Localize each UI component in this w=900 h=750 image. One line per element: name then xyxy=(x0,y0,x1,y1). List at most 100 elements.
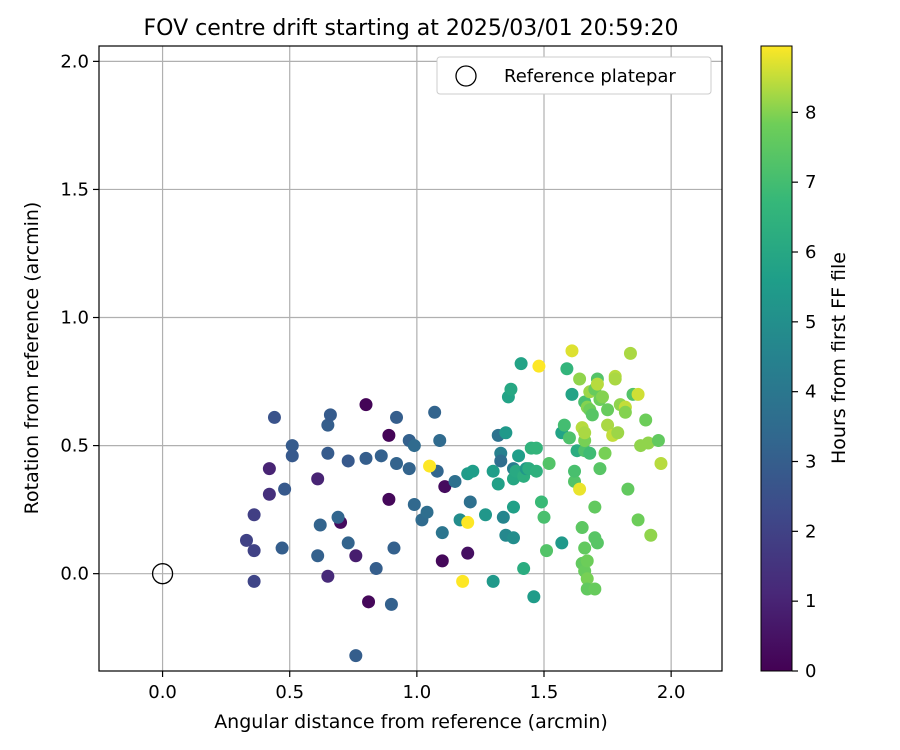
data-point xyxy=(504,382,518,396)
data-point xyxy=(565,387,579,401)
data-point xyxy=(639,413,653,427)
data-point xyxy=(463,495,477,509)
legend-label: Reference platepar xyxy=(504,66,676,87)
data-point xyxy=(285,449,299,463)
data-point xyxy=(321,569,335,583)
data-point xyxy=(491,477,505,491)
data-point xyxy=(349,649,363,663)
data-point xyxy=(479,508,493,522)
data-point xyxy=(311,472,325,486)
data-point xyxy=(402,462,416,476)
colorbar-tick-label: 4 xyxy=(805,382,816,403)
x-axis-label: Angular distance from reference (arcmin) xyxy=(214,711,608,733)
data-point xyxy=(555,536,569,550)
y-tick-label: 1.5 xyxy=(60,179,89,200)
data-point xyxy=(527,590,541,604)
data-point xyxy=(654,457,668,471)
data-point xyxy=(557,418,571,432)
data-point xyxy=(285,439,299,453)
data-point xyxy=(331,510,345,524)
data-point xyxy=(341,536,355,550)
data-point xyxy=(349,549,363,563)
data-point xyxy=(532,359,546,373)
data-point xyxy=(514,357,528,371)
data-point xyxy=(247,508,261,522)
data-point xyxy=(573,482,587,496)
colorbar-tick-label: 1 xyxy=(805,591,816,612)
reference-marker xyxy=(151,563,174,585)
data-point xyxy=(262,487,276,501)
data-point xyxy=(529,464,543,478)
data-point xyxy=(407,498,421,512)
data-point xyxy=(618,405,632,419)
y-tick-label: 0.5 xyxy=(60,436,89,457)
axis-ticks: 0.0 0.5 1.0 1.5 2.0 0.0 0.5 1.0 1.5 2.0 xyxy=(60,51,685,703)
data-point xyxy=(448,474,462,488)
data-point xyxy=(278,482,292,496)
data-point xyxy=(568,464,582,478)
data-point xyxy=(486,574,500,588)
data-point xyxy=(575,521,589,535)
data-point xyxy=(262,462,276,476)
colorbar-label: Hours from first FF file xyxy=(828,252,850,464)
data-point xyxy=(542,457,556,471)
data-point xyxy=(506,500,520,514)
data-point xyxy=(641,436,655,450)
data-point xyxy=(512,449,526,463)
data-point xyxy=(631,387,645,401)
colorbar-tick-label: 2 xyxy=(805,521,816,542)
data-points xyxy=(239,344,668,663)
data-point xyxy=(461,546,475,560)
colorbar-ticks: 0 1 2 3 4 5 6 7 8 xyxy=(792,102,816,682)
data-point xyxy=(267,410,281,424)
x-tick-label: 0.0 xyxy=(148,682,177,703)
data-point xyxy=(651,433,665,447)
data-point xyxy=(506,531,520,545)
data-point xyxy=(590,536,604,550)
data-point xyxy=(323,408,337,422)
data-point xyxy=(588,500,602,514)
data-point xyxy=(623,346,637,360)
data-point xyxy=(321,446,335,460)
data-point xyxy=(517,562,531,576)
colorbar-tick-label: 5 xyxy=(805,312,816,333)
data-point xyxy=(390,457,404,471)
data-point xyxy=(590,377,604,391)
data-point xyxy=(438,480,452,494)
data-point xyxy=(239,533,253,547)
data-point xyxy=(585,408,599,422)
data-point xyxy=(608,372,622,386)
data-point xyxy=(621,482,635,496)
data-point xyxy=(486,464,500,478)
colorbar-tick-label: 7 xyxy=(805,172,816,193)
data-point xyxy=(420,505,434,519)
x-tick-label: 1.0 xyxy=(403,682,432,703)
data-point xyxy=(565,344,579,358)
x-tick-label: 2.0 xyxy=(657,682,686,703)
colorbar-tick-label: 3 xyxy=(805,452,816,473)
data-point xyxy=(562,431,576,445)
data-point xyxy=(428,405,442,419)
data-point xyxy=(461,515,475,529)
data-point xyxy=(529,441,543,455)
y-tick-label: 1.0 xyxy=(60,308,89,329)
data-point xyxy=(387,541,401,555)
data-point xyxy=(611,426,625,440)
data-point xyxy=(578,426,592,440)
legend-box xyxy=(436,56,712,95)
data-point xyxy=(341,454,355,468)
data-point xyxy=(423,459,437,473)
x-tick-label: 0.5 xyxy=(275,682,304,703)
data-point xyxy=(631,513,645,527)
data-point xyxy=(390,410,404,424)
data-point xyxy=(644,528,658,542)
data-point xyxy=(311,549,325,563)
data-point xyxy=(247,544,261,558)
data-point xyxy=(588,582,602,596)
data-point xyxy=(275,541,289,555)
data-point xyxy=(494,454,508,468)
y-axis-label: Rotation from reference (arcmin) xyxy=(21,202,43,515)
data-point xyxy=(359,398,373,412)
data-point xyxy=(433,433,447,447)
